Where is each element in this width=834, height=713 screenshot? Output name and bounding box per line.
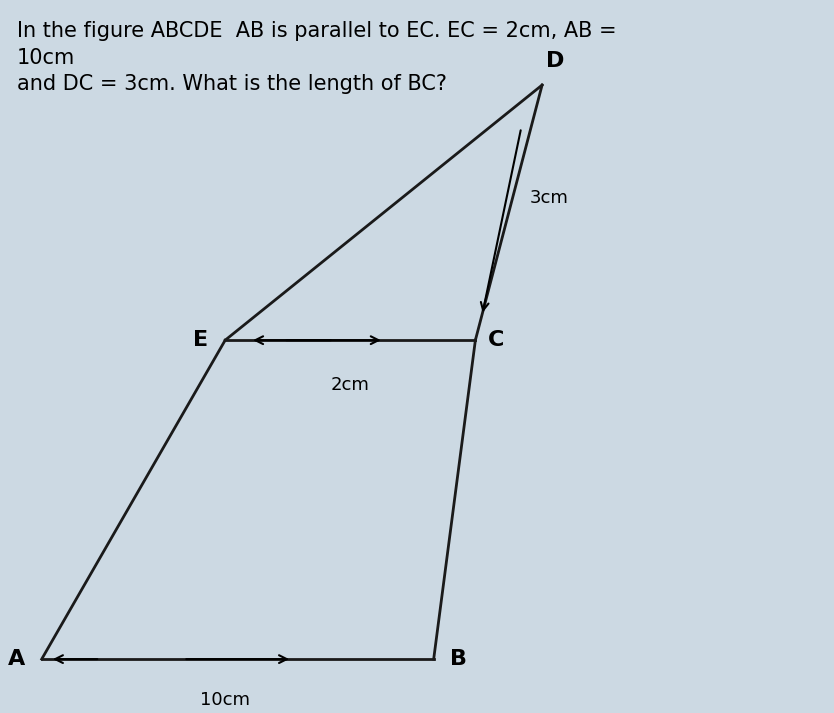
Text: In the figure ABCDE  AB is parallel to EC. EC = 2cm, AB =
10cm
and DC = 3cm. Wha: In the figure ABCDE AB is parallel to EC… [17, 21, 616, 94]
Text: 3cm: 3cm [530, 190, 569, 207]
Text: C: C [488, 330, 505, 350]
Text: 2cm: 2cm [331, 376, 369, 394]
Text: D: D [546, 51, 565, 71]
Text: B: B [450, 649, 467, 669]
Text: A: A [8, 649, 25, 669]
Text: E: E [193, 330, 208, 350]
Text: 10cm: 10cm [200, 691, 250, 709]
